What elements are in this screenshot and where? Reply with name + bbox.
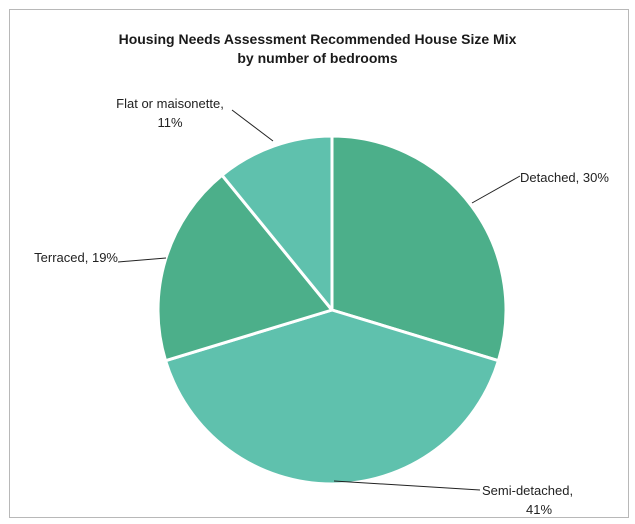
- leader-line-4: [231, 109, 274, 142]
- slice-label-line: Terraced, 19%: [34, 250, 118, 265]
- slice-label-line: 11%: [157, 115, 182, 130]
- slice-label-line: 41%: [526, 502, 552, 517]
- slice-label-detached: Detached, 30%: [520, 170, 609, 185]
- pie-slices: [156, 134, 508, 486]
- slice-label-flat-or-maisonette: Flat or maisonette, 11%: [116, 96, 224, 130]
- leader-line-1: [471, 175, 521, 204]
- slice-label-line: Flat or maisonette,: [116, 96, 224, 111]
- slice-label-line: Semi-detached,: [482, 483, 573, 498]
- slice-labels: Detached, 30% Semi-detached, 41% Terraced, …: [34, 96, 609, 517]
- slice-label-semi-detached: Semi-detached, 41%: [482, 483, 573, 517]
- pie-slice-terraced: [156, 173, 334, 363]
- pie-slice-flat-or-maisonette: [220, 134, 334, 312]
- slice-label-terraced: Terraced, 19%: [34, 250, 118, 265]
- pie-slice-semi-detached: [164, 308, 500, 486]
- pie-slice-detached: [330, 134, 508, 363]
- chart-subtitle: by number of bedrooms: [237, 50, 398, 66]
- chart-title-block: Housing Needs Assessment Recommended Hou…: [0, 30, 635, 68]
- chart-title: Housing Needs Assessment Recommended Hou…: [118, 31, 517, 47]
- leader-line-3: [117, 257, 167, 263]
- leader-line-2: [333, 480, 481, 491]
- leader-lines: [117, 109, 521, 491]
- slice-label-line: Detached, 30%: [520, 170, 609, 185]
